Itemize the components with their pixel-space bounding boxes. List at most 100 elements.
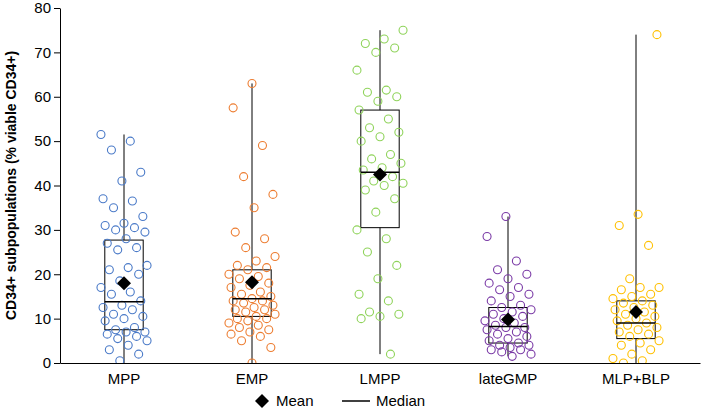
y-tick-mark bbox=[54, 8, 60, 9]
data-point bbox=[103, 330, 111, 338]
data-point bbox=[384, 115, 392, 123]
data-point bbox=[653, 31, 661, 39]
data-point bbox=[374, 275, 382, 283]
data-point bbox=[638, 357, 646, 363]
data-point bbox=[514, 284, 522, 292]
data-point bbox=[244, 266, 252, 274]
mean-marker bbox=[629, 305, 643, 319]
data-point bbox=[636, 284, 644, 292]
y-tick-label: 70 bbox=[34, 44, 51, 61]
data-point bbox=[269, 190, 277, 198]
y-tick: 20 bbox=[34, 266, 60, 283]
data-point bbox=[399, 26, 407, 34]
data-point bbox=[517, 346, 525, 354]
data-point bbox=[512, 257, 520, 265]
y-tick-mark bbox=[54, 141, 60, 142]
data-point bbox=[137, 168, 145, 176]
data-point bbox=[504, 335, 512, 343]
data-point bbox=[508, 352, 516, 360]
data-point bbox=[397, 159, 405, 167]
data-point bbox=[244, 317, 252, 325]
data-point bbox=[496, 286, 504, 294]
data-point bbox=[366, 308, 374, 316]
y-tick: 70 bbox=[34, 44, 60, 61]
data-point bbox=[97, 284, 105, 292]
data-point bbox=[118, 177, 126, 185]
data-point bbox=[116, 357, 124, 363]
data-point bbox=[235, 324, 243, 332]
data-point bbox=[393, 261, 401, 269]
data-point bbox=[617, 341, 625, 349]
data-point bbox=[645, 330, 653, 338]
data-point bbox=[363, 88, 371, 96]
data-point bbox=[99, 195, 107, 203]
data-point bbox=[263, 264, 271, 272]
data-point bbox=[382, 235, 390, 243]
y-tick-label: 20 bbox=[34, 266, 51, 283]
data-point bbox=[110, 310, 118, 318]
data-point bbox=[238, 337, 246, 345]
data-point bbox=[130, 324, 138, 332]
data-point bbox=[491, 321, 499, 329]
data-point bbox=[483, 233, 491, 241]
data-point bbox=[240, 173, 248, 181]
data-point bbox=[506, 343, 514, 351]
data-point bbox=[265, 279, 273, 287]
x-tick-label: LMPP bbox=[360, 370, 401, 387]
data-point bbox=[376, 133, 384, 141]
data-point bbox=[393, 93, 401, 101]
data-point bbox=[141, 228, 149, 236]
data-point bbox=[361, 186, 369, 194]
y-tick: 80 bbox=[34, 0, 60, 16]
data-point bbox=[615, 328, 623, 336]
x-tick-label: MLP+BLP bbox=[602, 370, 670, 387]
data-point bbox=[143, 261, 151, 269]
data-point bbox=[107, 290, 115, 298]
legend: Mean Median bbox=[255, 392, 425, 409]
y-tick-label: 40 bbox=[34, 177, 51, 194]
legend-symbol bbox=[342, 400, 370, 402]
data-point bbox=[519, 312, 527, 320]
data-point bbox=[130, 224, 138, 232]
data-point bbox=[126, 137, 134, 145]
data-point bbox=[489, 310, 497, 318]
data-point bbox=[271, 253, 279, 261]
data-point bbox=[391, 195, 399, 203]
y-tick-mark bbox=[54, 186, 60, 187]
data-point bbox=[498, 348, 506, 356]
data-point bbox=[395, 128, 403, 136]
y-tick: 60 bbox=[34, 88, 60, 105]
legend-label: Median bbox=[376, 392, 425, 409]
y-tick-mark bbox=[54, 230, 60, 231]
y-tick-mark bbox=[54, 274, 60, 275]
median-line bbox=[617, 322, 655, 324]
y-tick: 30 bbox=[34, 221, 60, 238]
data-point bbox=[114, 246, 122, 254]
data-point bbox=[527, 350, 535, 358]
data-point bbox=[269, 301, 277, 309]
data-point bbox=[242, 308, 250, 316]
data-point bbox=[481, 317, 489, 325]
data-point bbox=[521, 324, 529, 332]
data-point bbox=[240, 299, 248, 307]
data-point bbox=[107, 146, 115, 154]
data-point bbox=[133, 332, 141, 340]
data-point bbox=[527, 306, 535, 314]
data-point bbox=[628, 292, 636, 300]
data-point bbox=[227, 284, 235, 292]
data-point bbox=[645, 241, 653, 249]
x-axis: MPPEMPLMPPlateGMPMLP+BLP bbox=[61, 363, 701, 387]
y-axis: 01020304050607080 bbox=[34, 0, 60, 371]
data-point bbox=[502, 213, 510, 221]
legend-label: Mean bbox=[276, 392, 314, 409]
marks bbox=[97, 26, 663, 363]
x-axis-line bbox=[61, 363, 701, 364]
data-point bbox=[525, 341, 533, 349]
data-point bbox=[361, 40, 369, 48]
y-axis-title: CD34+ subpopulations (% viable CD34+) bbox=[3, 51, 19, 320]
data-point bbox=[370, 177, 378, 185]
data-point bbox=[233, 261, 241, 269]
x-tick-label: lateGMP bbox=[479, 370, 537, 387]
data-point bbox=[523, 332, 531, 340]
data-point bbox=[248, 359, 256, 363]
